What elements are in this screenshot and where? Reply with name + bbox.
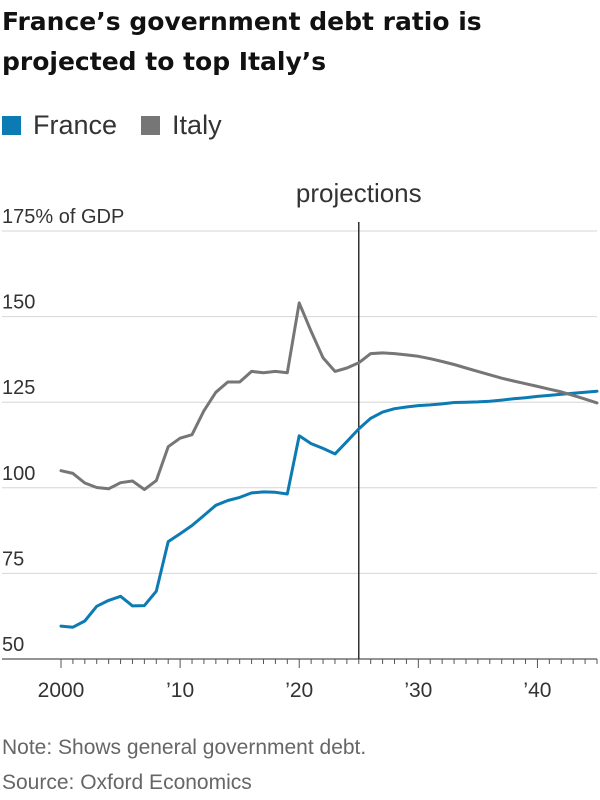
- legend: France Italy: [2, 110, 246, 141]
- chart-note: Note: Shows general government debt.: [2, 736, 367, 759]
- chart-title: France’s government debt ratio is projec…: [2, 7, 482, 76]
- y-tick-label-100: 100: [2, 463, 35, 485]
- chart-source: Source: Oxford Economics: [2, 771, 252, 794]
- legend-swatch-italy: [141, 116, 161, 135]
- legend-item-france: France: [2, 110, 117, 141]
- y-tick-label-175: 175% of GDP: [2, 206, 124, 228]
- legend-label-france: France: [33, 110, 118, 140]
- line-chart: 175% of GDP 150 125 100 75 50 2000 ’10 ’20 ’30 ’40…: [2, 178, 599, 702]
- legend-label-italy: Italy: [172, 110, 222, 140]
- legend-swatch-france: [2, 116, 21, 135]
- x-tick-label-2030: ’30: [404, 679, 432, 702]
- series-line-italy: [59, 301, 599, 491]
- y-tick-label-150: 150: [2, 292, 35, 314]
- x-tick-label-2000: 2000: [38, 679, 85, 702]
- y-tick-label-50: 50: [2, 634, 24, 656]
- series-line-france: [59, 389, 599, 629]
- x-tick-label-2020: ’20: [285, 679, 313, 702]
- annotation-projections: projections: [296, 178, 422, 208]
- y-tick-label-75: 75: [2, 548, 24, 570]
- y-tick-label-125: 125: [2, 377, 35, 399]
- legend-item-italy: Italy: [141, 110, 222, 141]
- x-tick-label-2040: ’40: [523, 679, 551, 702]
- x-tick-label-2010: ’10: [166, 679, 194, 702]
